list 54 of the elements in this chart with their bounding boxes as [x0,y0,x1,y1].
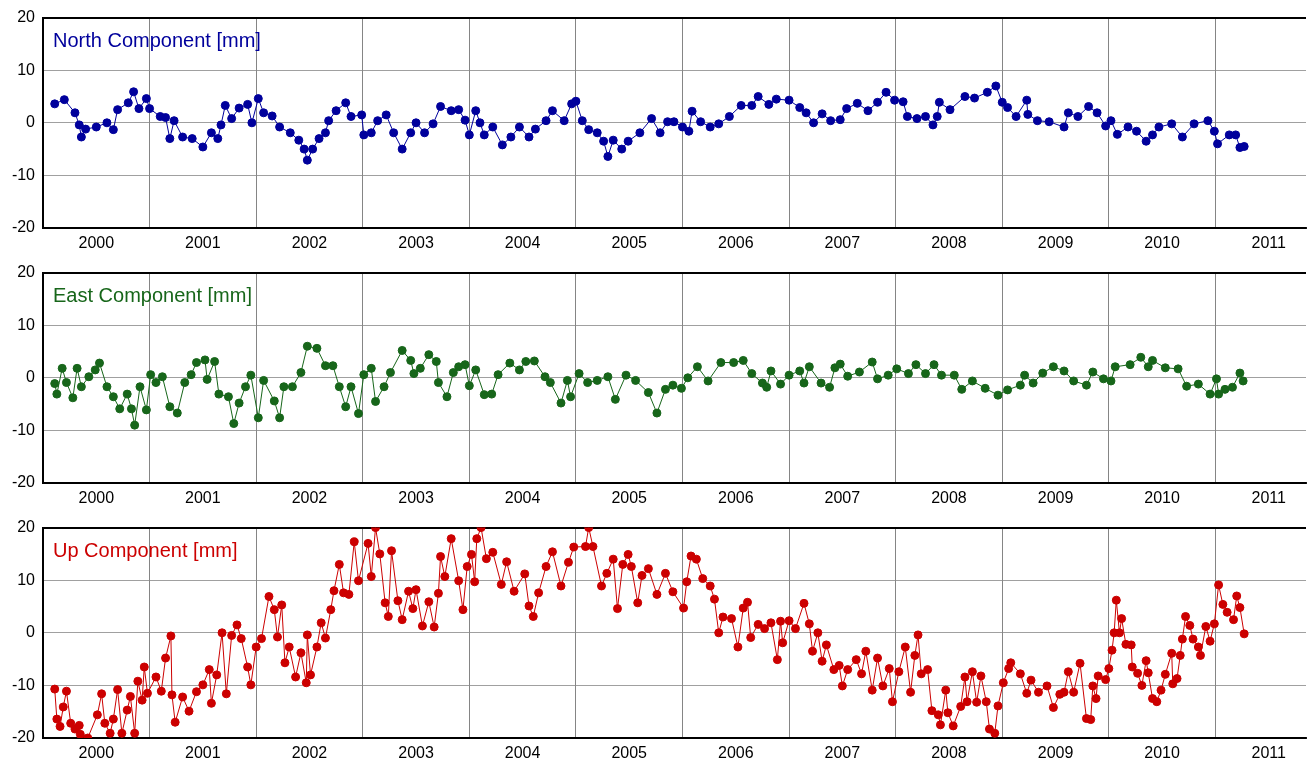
x-tick-label: 2004 [504,234,541,252]
text: East Component [mm] [53,283,252,306]
x-tick-label: 2001 [185,489,221,507]
x-tick-label: 2004 [504,744,541,762]
y-tick-label: 0 [26,113,36,131]
y-tick-label: -10 [11,420,36,438]
x-tick-label: 2011 [1251,489,1286,507]
x-tick-label: 2003 [398,489,434,507]
text: North Component [mm] [53,28,261,51]
x-tick-label: 2005 [611,234,648,252]
x-tick-label: 2006 [717,744,754,762]
x-tick-label: 2000 [78,234,115,252]
x-tick-label: 2010 [1144,744,1181,762]
x-tick-label: 2000 [78,744,115,762]
y-tick-label: 0 [26,368,36,386]
x-tick-label: 2008 [931,489,967,507]
x-tick-label: 2001 [185,234,221,252]
x-tick-label: 2007 [824,234,861,252]
x-tick-label: 2004 [504,489,541,507]
y-tick-label: 20 [17,263,36,281]
y-tick-label: 0 [26,623,36,641]
x-tick-label: 2003 [398,234,434,252]
x-tick-label: 2002 [291,489,328,507]
x-tick-label: 2007 [824,489,861,507]
y-tick-label: 20 [17,518,36,536]
y-tick-label: -10 [11,165,36,183]
y-tick-label: -20 [11,473,36,491]
x-tick-label: 2006 [717,234,754,252]
y-tick-label: 10 [17,570,36,588]
x-tick-label: 2002 [291,234,328,252]
x-tick-label: 2005 [611,489,648,507]
x-tick-label: 2011 [1251,744,1286,762]
y-tick-label: 20 [17,8,36,26]
x-tick-label: 2005 [611,744,648,762]
x-tick-label: 2000 [78,489,115,507]
x-tick-label: 2010 [1144,489,1181,507]
y-tick-label: -20 [11,218,36,236]
text: Up Component [mm] [53,538,238,561]
x-tick-label: 2008 [931,744,967,762]
y-tick-label: 10 [17,315,36,333]
x-tick-label: 2009 [1037,744,1074,762]
x-tick-label: 2008 [931,234,967,252]
x-tick-label: 2009 [1037,234,1074,252]
x-tick-label: 2002 [291,744,328,762]
y-tick-label: 10 [17,60,36,78]
x-tick-label: 2007 [824,744,861,762]
x-tick-label: 2011 [1251,234,1286,252]
x-tick-label: 2003 [398,744,434,762]
y-tick-label: -20 [11,728,36,746]
x-tick-label: 2010 [1144,234,1181,252]
x-tick-label: 2009 [1037,489,1074,507]
x-tick-label: 2001 [185,744,221,762]
y-tick-label: -10 [11,675,36,693]
x-tick-label: 2006 [717,489,754,507]
